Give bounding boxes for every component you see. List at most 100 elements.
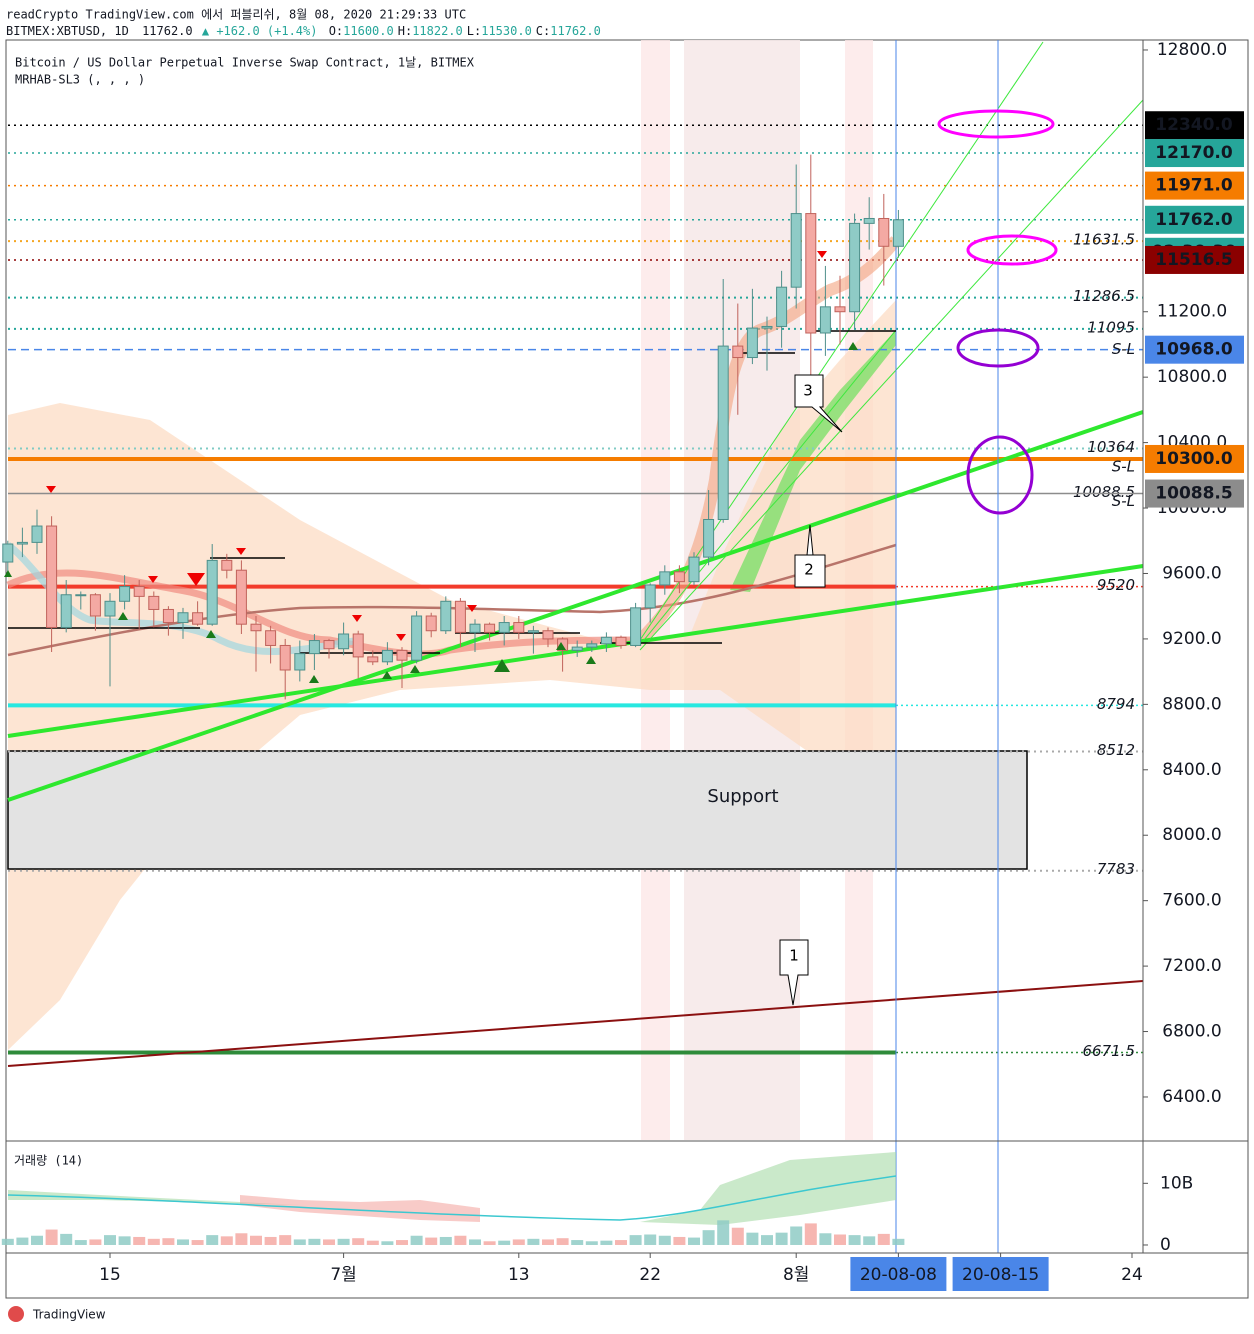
candle-body — [411, 615, 423, 661]
y-tick-label: 9600.0 — [1162, 563, 1221, 583]
candle-body — [571, 646, 583, 651]
price-badge — [1145, 205, 1244, 234]
volume-bar — [352, 1238, 365, 1245]
candle-body — [221, 559, 233, 571]
circle-mark — [966, 435, 1034, 515]
buy-signal — [382, 671, 392, 679]
price-badge — [1145, 139, 1244, 168]
drawings: 1 2 3 Support — [707, 109, 1058, 1006]
price-badge — [1145, 335, 1244, 364]
candle-body — [265, 630, 277, 646]
candle-body — [148, 595, 160, 610]
volume-bar — [673, 1236, 686, 1245]
volume-bar — [1, 1238, 14, 1245]
candle-body — [761, 325, 773, 329]
buy-signal — [410, 665, 420, 673]
volume-bar — [804, 1223, 817, 1245]
volume-bar — [293, 1239, 306, 1245]
volume-bars — [1, 1220, 905, 1245]
x-tick-label: 20-08-15 — [962, 1265, 1039, 1285]
volume-bar — [235, 1233, 248, 1245]
price-badge — [1145, 171, 1244, 200]
y-tick-label: 9200.0 — [1162, 629, 1221, 649]
volume-bar — [104, 1235, 116, 1245]
circle-mark — [966, 234, 1058, 266]
volume-bar — [644, 1234, 657, 1245]
volume-bar — [746, 1232, 759, 1245]
candle-body — [819, 306, 831, 334]
moving-average — [6, 569, 641, 658]
volume-bar — [264, 1236, 277, 1245]
price-badge-label: 12170.0 — [1155, 143, 1233, 163]
candle-body — [703, 518, 715, 558]
sell-signal — [817, 251, 827, 258]
volume-bar — [483, 1241, 496, 1245]
x-tick-label: 22 — [639, 1265, 661, 1285]
price-badge — [1145, 111, 1244, 140]
candle-body — [323, 640, 335, 650]
level-label: 11631.5 — [1073, 231, 1135, 249]
buy-signal — [494, 659, 510, 672]
trend-line — [639, 99, 1144, 651]
candle-body — [279, 644, 291, 671]
level-label: 11095 — [1087, 318, 1135, 336]
price-badge-label: 11971.0 — [1155, 176, 1233, 196]
volume-bar — [220, 1236, 233, 1245]
price-badge — [1145, 245, 1244, 274]
volume-bar — [819, 1233, 832, 1245]
price-badge — [1145, 444, 1244, 473]
y-tick-label: 6800.0 — [1162, 1022, 1221, 1042]
candle-body — [16, 541, 28, 545]
price-badge-label: 12340.0 — [1155, 115, 1233, 135]
level-tag: S-L — [1112, 457, 1135, 475]
volume-bar — [688, 1237, 700, 1245]
ohlc-key: H: — [398, 24, 412, 38]
candle-body — [527, 630, 539, 633]
volume-bar — [527, 1238, 540, 1245]
candle-body — [673, 571, 685, 583]
volume-cloud — [240, 1195, 480, 1222]
candle-body — [834, 306, 846, 313]
buy-signal — [556, 642, 566, 650]
last-price: 11762.0 — [142, 24, 193, 38]
x-tick-label: 24 — [1121, 1265, 1143, 1285]
volume-bar — [118, 1236, 131, 1245]
volume-bar — [31, 1235, 43, 1245]
volume-bar — [542, 1239, 554, 1245]
candle-body — [600, 636, 612, 645]
level-label: 9520 — [1097, 576, 1135, 594]
candle-body — [454, 600, 466, 633]
y-tick-label: 10B — [1160, 1173, 1193, 1193]
volume-bar — [658, 1235, 671, 1245]
volume-bar — [381, 1241, 394, 1245]
candle-body — [849, 222, 861, 313]
buy-signal — [848, 342, 858, 350]
callout-label: 3 — [803, 382, 813, 400]
candle-body — [542, 630, 554, 640]
ohlc-key: C: — [536, 24, 550, 38]
ohlc-key: L: — [467, 24, 481, 38]
level-label: 8512 — [1097, 741, 1135, 759]
y-tick-label: 8000.0 — [1162, 825, 1221, 845]
volume-bar — [425, 1237, 438, 1245]
level-label: 6671.5 — [1083, 1042, 1136, 1060]
volume-title: 거래량 (14) — [14, 1154, 83, 1168]
publish-info: readCrypto TradingView.com 에서 퍼블리쉬, 8월 0… — [6, 8, 466, 22]
volume-bar — [892, 1238, 905, 1245]
y-tick-label: 7200.0 — [1162, 956, 1221, 976]
ohlc-value: 11530.0 — [481, 24, 532, 38]
volume-bar — [206, 1235, 219, 1245]
x-tick-label: 20-08-08 — [860, 1265, 937, 1285]
candles — [2, 154, 904, 700]
candle-body — [776, 286, 788, 327]
legend-indicator: MRHAB-SL3 (, , , ) — [15, 73, 145, 87]
candle-body — [717, 345, 729, 520]
volume-bar — [571, 1240, 584, 1245]
sell-signal — [236, 548, 246, 555]
price-badge-label: 10088.5 — [1155, 484, 1232, 504]
candle-body — [60, 594, 72, 628]
volume-bar — [60, 1233, 73, 1245]
candle-body — [206, 559, 218, 625]
level-label: 8794 — [1097, 695, 1135, 713]
candle-body — [878, 217, 890, 247]
